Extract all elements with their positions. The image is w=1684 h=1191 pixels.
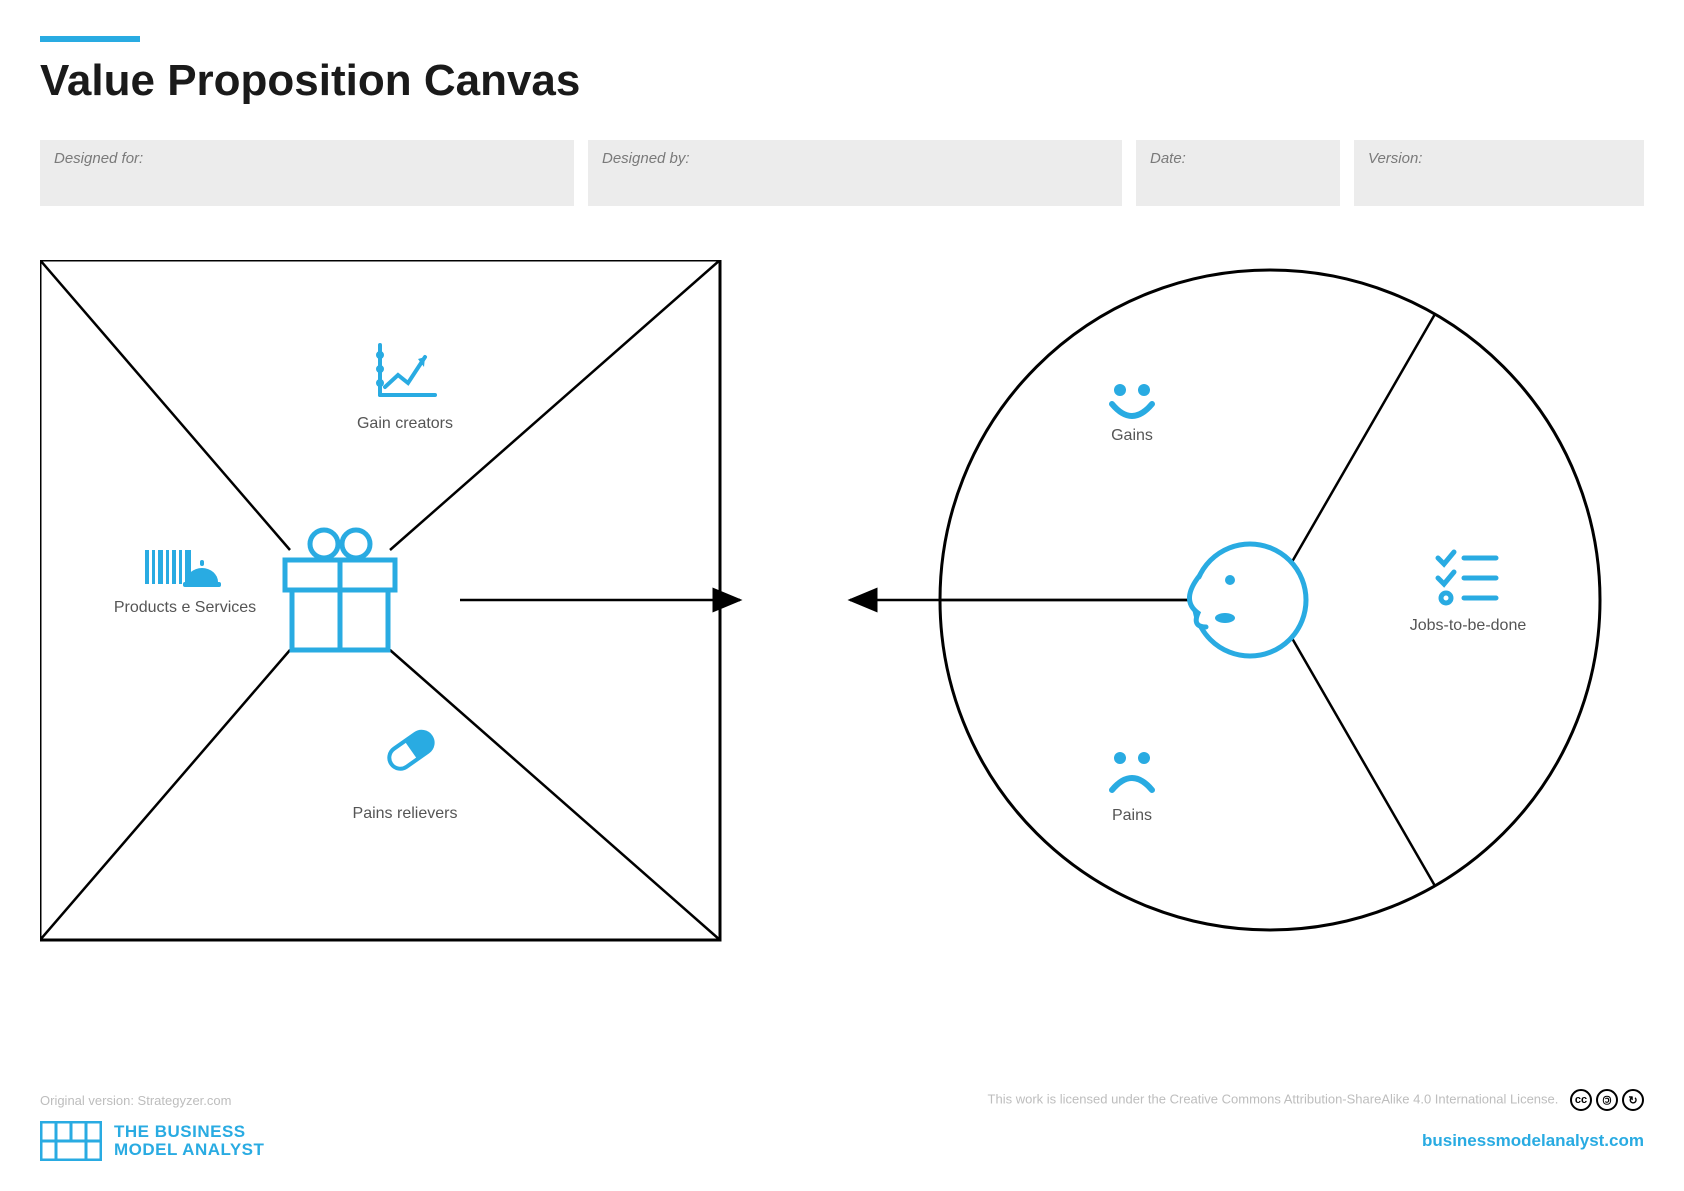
frown-icon — [1112, 752, 1152, 790]
field-designed-for[interactable]: Designed for: — [40, 140, 574, 206]
field-date[interactable]: Date: — [1136, 140, 1340, 206]
footer-license: This work is licensed under the Creative… — [988, 1089, 1644, 1111]
label-pains-relievers: Pains relievers — [353, 805, 458, 822]
canvas-diagram: Gain creators Products e Services — [40, 260, 1644, 1020]
label-pains: Pains — [1112, 807, 1152, 824]
smile-icon — [1112, 384, 1152, 416]
brand-logo: THE BUSINESS MODEL ANALYST — [40, 1121, 264, 1161]
face-profile-icon — [1189, 544, 1306, 656]
logo-line2: MODEL ANALYST — [114, 1141, 264, 1159]
label-products-services: Products e Services — [114, 599, 256, 616]
field-designed-by[interactable]: Designed by: — [588, 140, 1122, 206]
footer: Original version: Strategyzer.com This w… — [40, 1089, 1644, 1161]
growth-chart-icon — [378, 345, 435, 395]
page-title: Value Proposition Canvas — [40, 56, 580, 106]
site-link[interactable]: businessmodelanalyst.com — [1422, 1131, 1644, 1151]
pill-icon — [385, 727, 437, 773]
field-version[interactable]: Version: — [1354, 140, 1644, 206]
barcode-bell-icon — [145, 550, 221, 587]
by-icon: 🄯 — [1596, 1089, 1618, 1111]
footer-original: Original version: Strategyzer.com — [40, 1093, 231, 1108]
label-gains: Gains — [1111, 427, 1153, 444]
label-jobs: Jobs-to-be-done — [1410, 617, 1527, 634]
gift-icon — [285, 530, 395, 650]
logo-line1: THE BUSINESS — [114, 1123, 264, 1141]
sa-icon: ↻ — [1622, 1089, 1644, 1111]
label-gain-creators: Gain creators — [357, 415, 453, 432]
logo-mark-icon — [40, 1121, 102, 1161]
info-row: Designed for: Designed by: Date: Version… — [40, 140, 1644, 206]
customer-profile-circle: Gains Pains Jobs-to-be-done — [940, 270, 1600, 930]
accent-bar — [40, 36, 140, 42]
checklist-icon — [1438, 552, 1496, 603]
cc-icon: cc — [1570, 1089, 1592, 1111]
